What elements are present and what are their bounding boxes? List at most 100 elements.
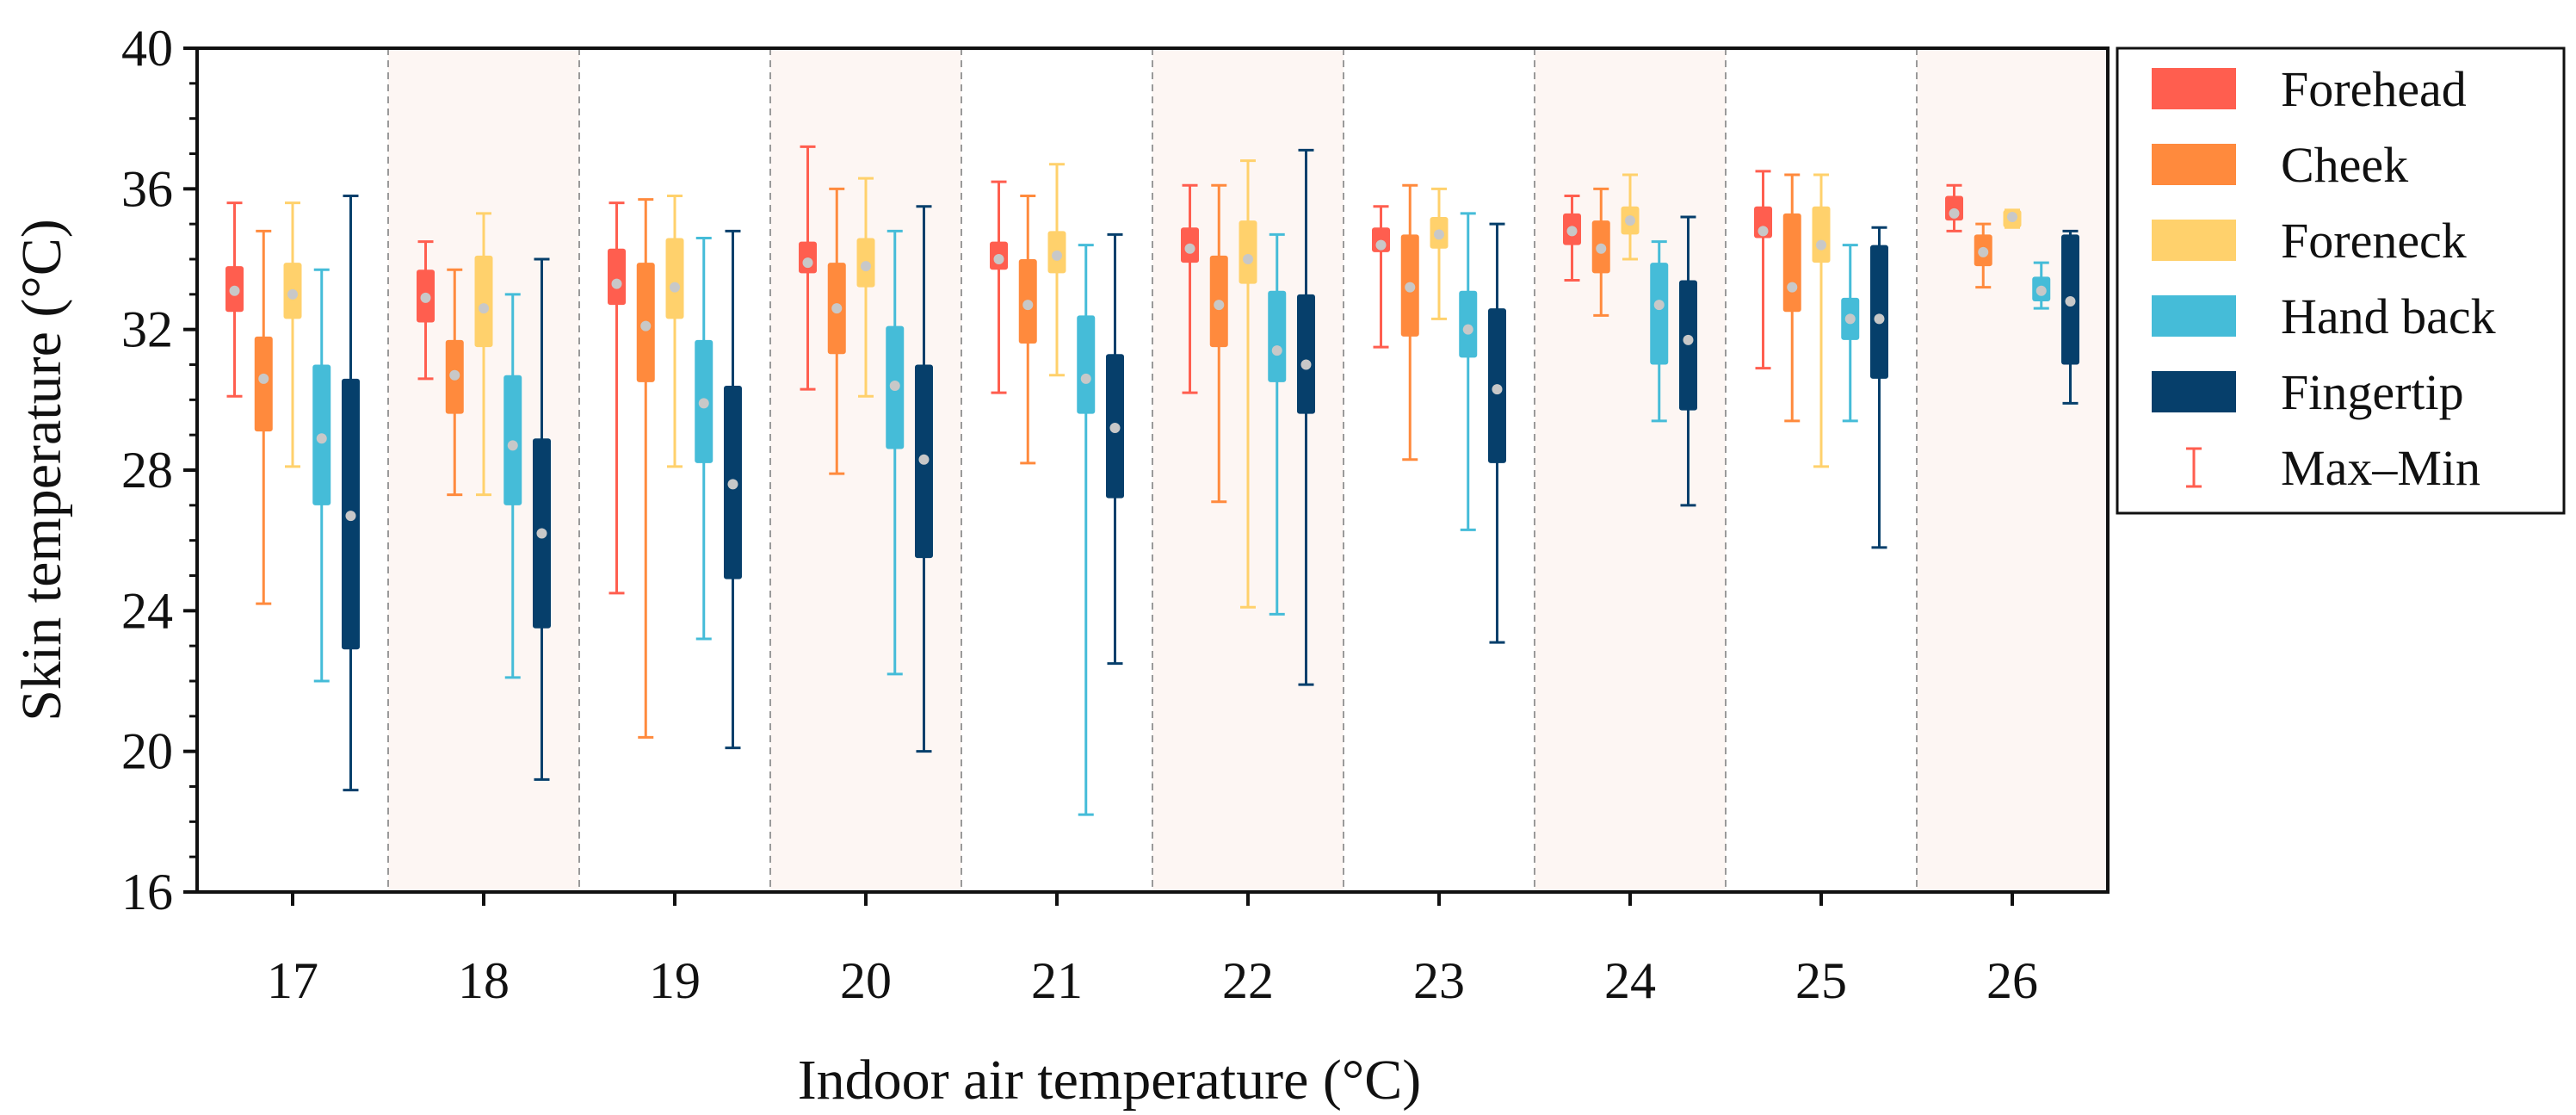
box-20 (799, 145, 818, 391)
box-24 (1621, 173, 1640, 261)
mean-marker (1492, 384, 1503, 395)
mean-marker (1405, 282, 1416, 293)
box-21 (1047, 163, 1066, 377)
mean-marker (1844, 313, 1856, 325)
box-19 (636, 198, 655, 739)
mean-marker (670, 282, 680, 293)
box-17 (312, 268, 331, 683)
series-hand-back (312, 212, 2051, 816)
box-24 (1678, 215, 1697, 507)
box-18 (503, 293, 522, 679)
x-tick-label: 17 (267, 952, 318, 1009)
y-tick-label: 16 (121, 864, 173, 920)
y-tick-label: 32 (121, 301, 173, 358)
mean-marker (1978, 246, 1989, 257)
box-series (225, 145, 2079, 816)
iqr-box (474, 255, 493, 348)
box-19 (723, 229, 742, 750)
mean-marker (1683, 334, 1694, 345)
box-20 (856, 177, 875, 398)
x-tick-label: 26 (1986, 952, 2038, 1009)
box-24 (1563, 195, 1582, 282)
iqr-box (503, 375, 522, 505)
mean-marker (345, 511, 356, 522)
y-axis-title: Skin temperature (°C) (10, 219, 73, 722)
mean-marker (918, 454, 930, 465)
y-tick-label: 20 (121, 723, 173, 780)
mean-marker (1184, 243, 1195, 254)
mean-marker (507, 440, 518, 451)
mean-marker (1434, 229, 1444, 240)
series-forehead (225, 145, 1964, 595)
legend-label: Foreneck (2281, 213, 2467, 269)
box-19 (665, 195, 684, 468)
legend-label: Hand back (2281, 288, 2496, 344)
mean-marker (449, 369, 460, 381)
box-21 (1018, 195, 1037, 465)
box-17 (254, 229, 273, 605)
box-23 (1459, 212, 1478, 531)
legend-label-max-min: Max–Min (2281, 440, 2480, 496)
mean-marker (1653, 300, 1665, 311)
iqr-box (1678, 280, 1697, 411)
legend-label: Forehead (2281, 61, 2467, 117)
mean-marker (479, 303, 489, 314)
iqr-box (1296, 294, 1315, 414)
x-tick-label: 25 (1795, 952, 1847, 1009)
box-20 (886, 229, 905, 676)
mean-marker (287, 288, 298, 300)
mean-marker (861, 261, 871, 272)
iqr-box (254, 336, 273, 432)
legend-swatch-cheek (2152, 144, 2236, 185)
box-26 (1974, 222, 1992, 289)
x-tick-label: 19 (649, 952, 701, 1009)
legend-swatch-foreneck (2152, 220, 2236, 261)
mean-marker (1566, 226, 1578, 237)
y-tick-label: 24 (121, 582, 173, 639)
x-tick-label: 23 (1413, 952, 1465, 1009)
box-19 (695, 237, 713, 641)
box-25 (1754, 170, 1773, 370)
mean-marker (2065, 296, 2076, 307)
box-23 (1400, 183, 1419, 461)
box-21 (990, 180, 1009, 394)
iqr-box (1782, 213, 1801, 313)
box-18 (417, 240, 436, 381)
iqr-box (608, 248, 627, 306)
x-tick-label: 21 (1031, 952, 1083, 1009)
legend-label: Cheek (2281, 137, 2408, 193)
box-23 (1487, 222, 1506, 644)
box-26 (2060, 229, 2079, 405)
mean-marker (1300, 359, 1312, 370)
mean-marker (1874, 313, 1885, 325)
iqr-box (1459, 290, 1478, 358)
mean-marker (640, 320, 652, 331)
iqr-box (1268, 290, 1287, 382)
legend-swatch-fingertip (2152, 371, 2236, 412)
box-24 (1650, 240, 1669, 423)
legend-label: Fingertip (2281, 364, 2464, 420)
legend-frame (2116, 46, 2566, 515)
box-26 (1945, 183, 1964, 232)
mean-marker (889, 381, 900, 391)
iqr-box (1869, 245, 1888, 379)
iqr-box (1077, 315, 1096, 414)
mean-marker (802, 257, 813, 269)
mean-marker (1022, 300, 1034, 311)
box-22 (1239, 159, 1257, 609)
mean-marker (1787, 282, 1798, 293)
iqr-box (1812, 206, 1831, 263)
mean-marker (1757, 226, 1769, 237)
box-17 (225, 201, 244, 398)
box-20 (914, 205, 933, 753)
series-foreneck (283, 159, 2022, 609)
box-24 (1591, 187, 1610, 317)
x-axis-title: Indoor air temperature (°C) (798, 1049, 1422, 1112)
x-tick-label: 20 (840, 952, 892, 1009)
mean-marker (1271, 345, 1282, 356)
box-22 (1268, 232, 1287, 616)
mean-marker (1052, 250, 1062, 261)
series-fingertip (341, 148, 2079, 792)
mean-marker (1375, 239, 1387, 251)
